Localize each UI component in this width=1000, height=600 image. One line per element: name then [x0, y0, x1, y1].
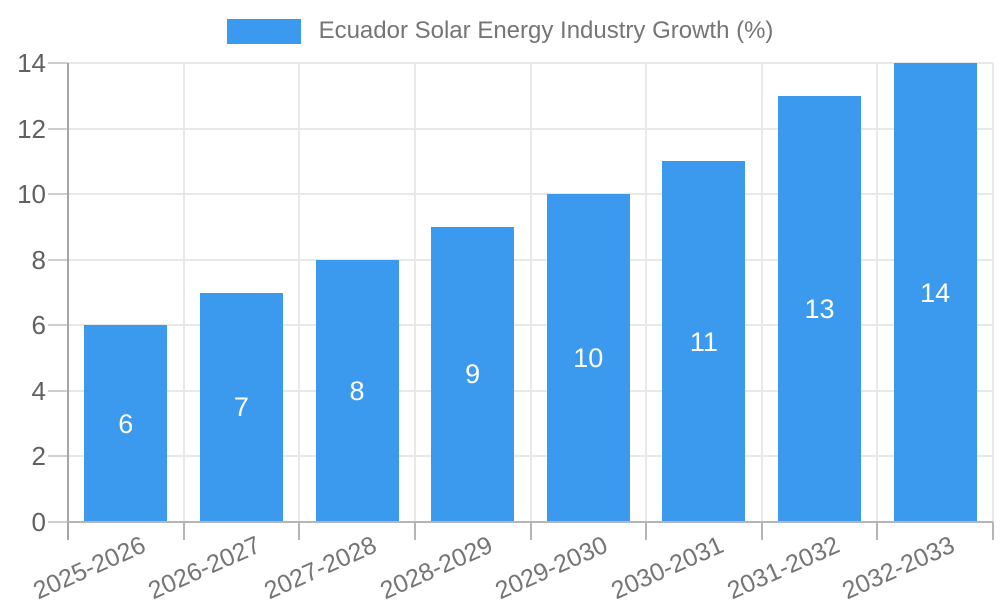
- y-tick-label: 4: [31, 375, 46, 406]
- y-tick: [48, 455, 68, 458]
- bar: [84, 325, 168, 522]
- x-gridline: [182, 63, 185, 522]
- x-gridline: [876, 63, 879, 522]
- bar-value-label: 8: [349, 375, 365, 406]
- x-tick: [645, 522, 648, 540]
- y-tick-label: 14: [17, 48, 46, 78]
- bar-value-label: 10: [573, 343, 604, 374]
- y-tick: [48, 324, 68, 327]
- y-axis-line: [67, 63, 69, 540]
- y-tick: [48, 521, 68, 523]
- y-tick-label: 0: [31, 507, 46, 537]
- x-gridline: [760, 63, 763, 522]
- legend: Ecuador Solar Energy Industry Growth (%): [0, 17, 1000, 45]
- x-tick: [760, 522, 763, 540]
- bar: [315, 259, 399, 522]
- x-tick: [413, 522, 416, 540]
- y-tick-label: 12: [17, 113, 46, 144]
- legend-swatch: [226, 18, 301, 44]
- bar-value-label: 11: [689, 326, 718, 357]
- bar: [662, 161, 746, 522]
- x-tick: [992, 522, 994, 540]
- x-gridline: [413, 63, 416, 522]
- y-tick-label: 8: [31, 244, 46, 275]
- x-tick: [876, 522, 879, 540]
- bar: [546, 194, 630, 522]
- legend-label: Ecuador Solar Energy Industry Growth (%): [318, 17, 774, 44]
- bar-value-label: 14: [920, 277, 951, 308]
- x-gridline: [992, 63, 994, 522]
- y-tick: [48, 62, 68, 64]
- x-tick: [298, 522, 301, 540]
- bar: [778, 95, 862, 522]
- y-tick-label: 10: [17, 179, 46, 210]
- bar: [199, 292, 283, 522]
- x-tick: [182, 522, 185, 540]
- bar-value-label: 9: [465, 359, 481, 390]
- y-tick-label: 6: [31, 310, 46, 341]
- x-gridline: [529, 63, 532, 522]
- y-tick: [48, 389, 68, 392]
- x-gridline: [298, 63, 301, 522]
- y-tick: [48, 258, 68, 261]
- x-axis-line: [68, 521, 993, 523]
- bar-value-label: 6: [118, 408, 134, 439]
- bar-value-label: 7: [233, 392, 249, 423]
- y-tick: [48, 193, 68, 196]
- bar-value-label: 13: [804, 293, 835, 324]
- x-gridline: [645, 63, 648, 522]
- y-tick-label: 2: [31, 441, 46, 472]
- bar: [431, 226, 515, 522]
- x-tick: [529, 522, 532, 540]
- y-tick: [48, 127, 68, 130]
- bar: [893, 63, 977, 522]
